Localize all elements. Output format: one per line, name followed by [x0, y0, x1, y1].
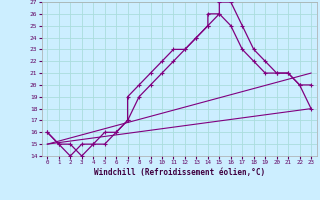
- X-axis label: Windchill (Refroidissement éolien,°C): Windchill (Refroidissement éolien,°C): [94, 168, 265, 177]
